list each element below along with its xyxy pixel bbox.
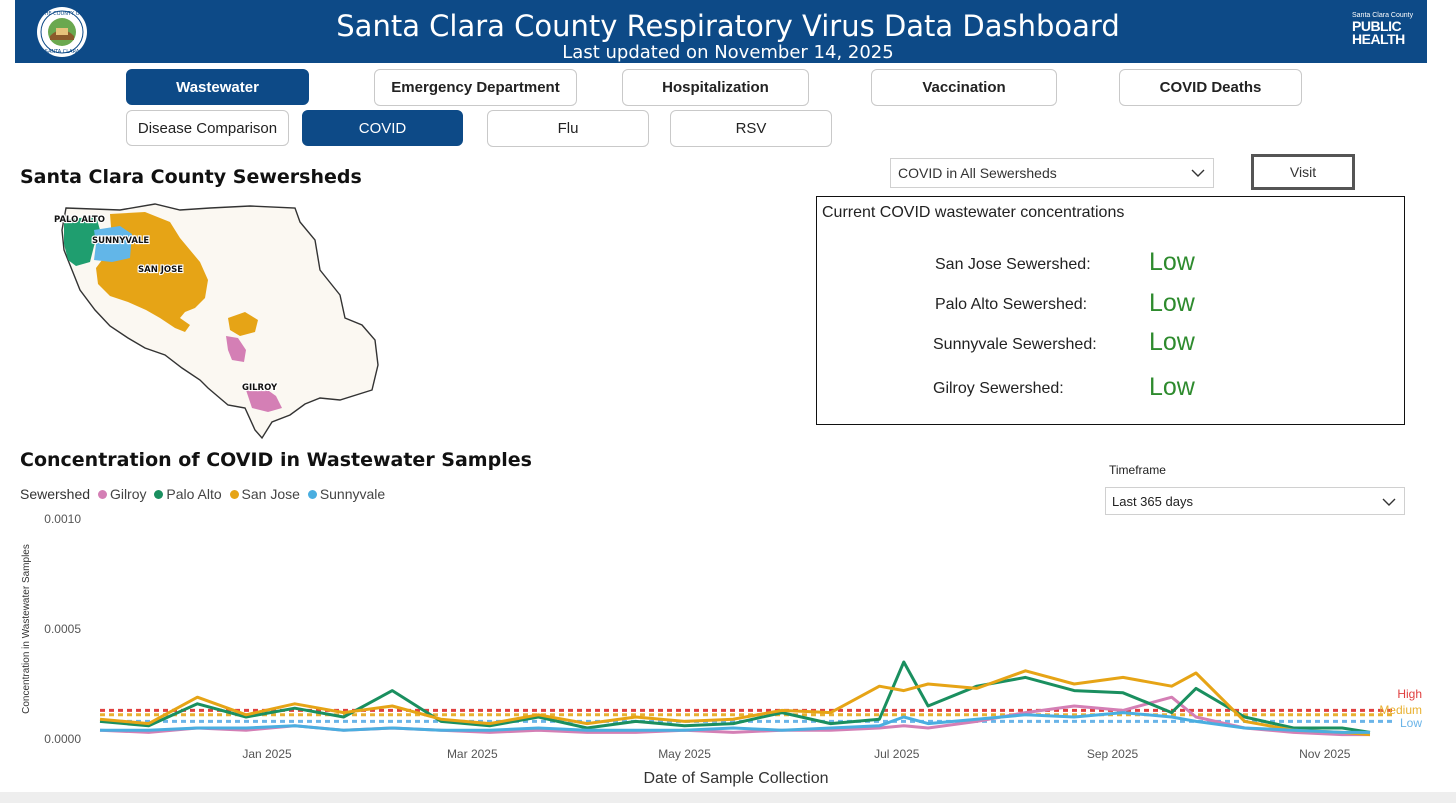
palo-alto-level: Low — [1149, 289, 1195, 317]
logo-line-2: HEALTH — [1352, 31, 1405, 47]
series-line-sunnyvale — [100, 711, 1370, 734]
sunnyvale-level: Low — [1149, 328, 1195, 356]
legend-item-palo-alto[interactable]: Palo Alto — [150, 486, 222, 502]
tab-flu[interactable]: Flu — [487, 110, 649, 147]
map-label-san-jose: SAN JOSE — [138, 265, 183, 275]
svg-text:SANTA CLARA: SANTA CLARA — [45, 49, 80, 55]
bottom-scrollbar[interactable] — [0, 792, 1456, 803]
chevron-down-icon — [1191, 169, 1205, 177]
tab-emergency-department[interactable]: Emergency Department — [374, 69, 577, 106]
x-tick-label: May 2025 — [658, 747, 711, 761]
y-axis-label: Concentration in Wastewater Samples — [21, 544, 32, 714]
san-jose-level: Low — [1149, 248, 1195, 276]
sewershed-map: PALO ALTO SUNNYVALE SAN JOSE GILROY — [53, 203, 379, 440]
legend-title: Sewershed — [20, 486, 91, 502]
legend-item-gilroy[interactable]: Gilroy — [94, 486, 147, 502]
logo-small-text: Santa Clara County — [1352, 12, 1414, 19]
wastewater-line-chart: 0.0000 0.0005 0.0010 Concentration in Waste… — [21, 512, 1422, 787]
map-label-sunnyvale: SUNNYVALE — [92, 236, 149, 246]
logo-line-1: PUBLIC — [1352, 18, 1402, 34]
y-tick-label: 0.0000 — [44, 732, 81, 746]
map-label-gilroy: GILROY — [242, 383, 278, 393]
gilroy-label: Gilroy Sewershed: — [933, 380, 1064, 397]
map-title: Santa Clara County Sewersheds — [20, 166, 362, 188]
county-seal-logo: THE COUNTY OF SANTA CLARA — [37, 7, 87, 57]
timeframe-select[interactable]: Last 365 days — [1105, 487, 1405, 515]
series-line-palo-alto — [99, 660, 1371, 734]
legend-item-sunnyvale[interactable]: Sunnyvale — [304, 486, 385, 502]
x-tick-label: Nov 2025 — [1299, 747, 1351, 761]
page-title: Santa Clara County Respiratory Virus Dat… — [336, 9, 1120, 43]
y-tick-label: 0.0005 — [44, 622, 81, 636]
x-tick-label: Jan 2025 — [242, 747, 292, 761]
gilroy-region[interactable] — [246, 386, 282, 412]
x-tick-label: Mar 2025 — [447, 747, 498, 761]
last-updated: Last updated on November 14, 2025 — [562, 42, 894, 63]
gilroy-level: Low — [1149, 373, 1195, 401]
palo-alto-region[interactable] — [64, 216, 100, 266]
sewershed-select-value: COVID in All Sewersheds — [898, 165, 1057, 181]
san-jose-region-2[interactable] — [228, 312, 258, 336]
x-tick-label: Sep 2025 — [1087, 747, 1139, 761]
sewershed-pink-small[interactable] — [226, 336, 246, 362]
y-tick-label: 0.0010 — [44, 512, 81, 526]
tab-rsv[interactable]: RSV — [670, 110, 832, 147]
public-health-logo: Santa Clara County PUBLIC HEALTH — [1352, 12, 1418, 46]
chevron-down-icon — [1382, 498, 1396, 506]
chart-title: Concentration of COVID in Wastewater Sam… — [20, 449, 532, 471]
sewershed-select[interactable]: COVID in All Sewersheds — [890, 158, 1214, 188]
current-concentrations-title: Current COVID wastewater concentrations — [822, 204, 1125, 221]
threshold-label: High — [1397, 687, 1422, 701]
tab-wastewater[interactable]: Wastewater — [126, 69, 309, 105]
series-line-san-jose — [99, 669, 1371, 737]
visit-button[interactable]: Visit — [1251, 154, 1355, 190]
san-jose-label: San Jose Sewershed: — [935, 256, 1091, 273]
tab-covid[interactable]: COVID — [302, 110, 463, 146]
tab-hospitalization[interactable]: Hospitalization — [622, 69, 809, 106]
legend-item-san-jose[interactable]: San Jose — [226, 486, 300, 502]
tab-vaccination[interactable]: Vaccination — [871, 69, 1057, 106]
x-tick-label: Jul 2025 — [874, 747, 920, 761]
timeframe-select-value: Last 365 days — [1112, 493, 1193, 509]
palo-alto-label: Palo Alto Sewershed: — [935, 296, 1088, 313]
chart-legend: Sewershed Gilroy Palo Alto San Jose Sunn… — [20, 486, 385, 502]
current-concentrations-card: Current COVID wastewater concentrations … — [816, 196, 1405, 425]
sunnyvale-region[interactable] — [94, 226, 132, 262]
sunnyvale-label: Sunnyvale Sewershed: — [933, 336, 1097, 353]
map-label-palo-alto: PALO ALTO — [54, 215, 105, 225]
svg-text:THE COUNTY OF: THE COUNTY OF — [41, 11, 83, 17]
threshold-label: Low — [1400, 716, 1422, 730]
threshold-label: Medium — [1379, 703, 1422, 717]
tab-disease-comparison[interactable]: Disease Comparison — [126, 110, 289, 146]
timeframe-label: Timeframe — [1109, 463, 1166, 477]
header-bar — [15, 0, 1427, 63]
tab-covid-deaths[interactable]: COVID Deaths — [1119, 69, 1302, 106]
x-axis-label: Date of Sample Collection — [644, 770, 829, 787]
